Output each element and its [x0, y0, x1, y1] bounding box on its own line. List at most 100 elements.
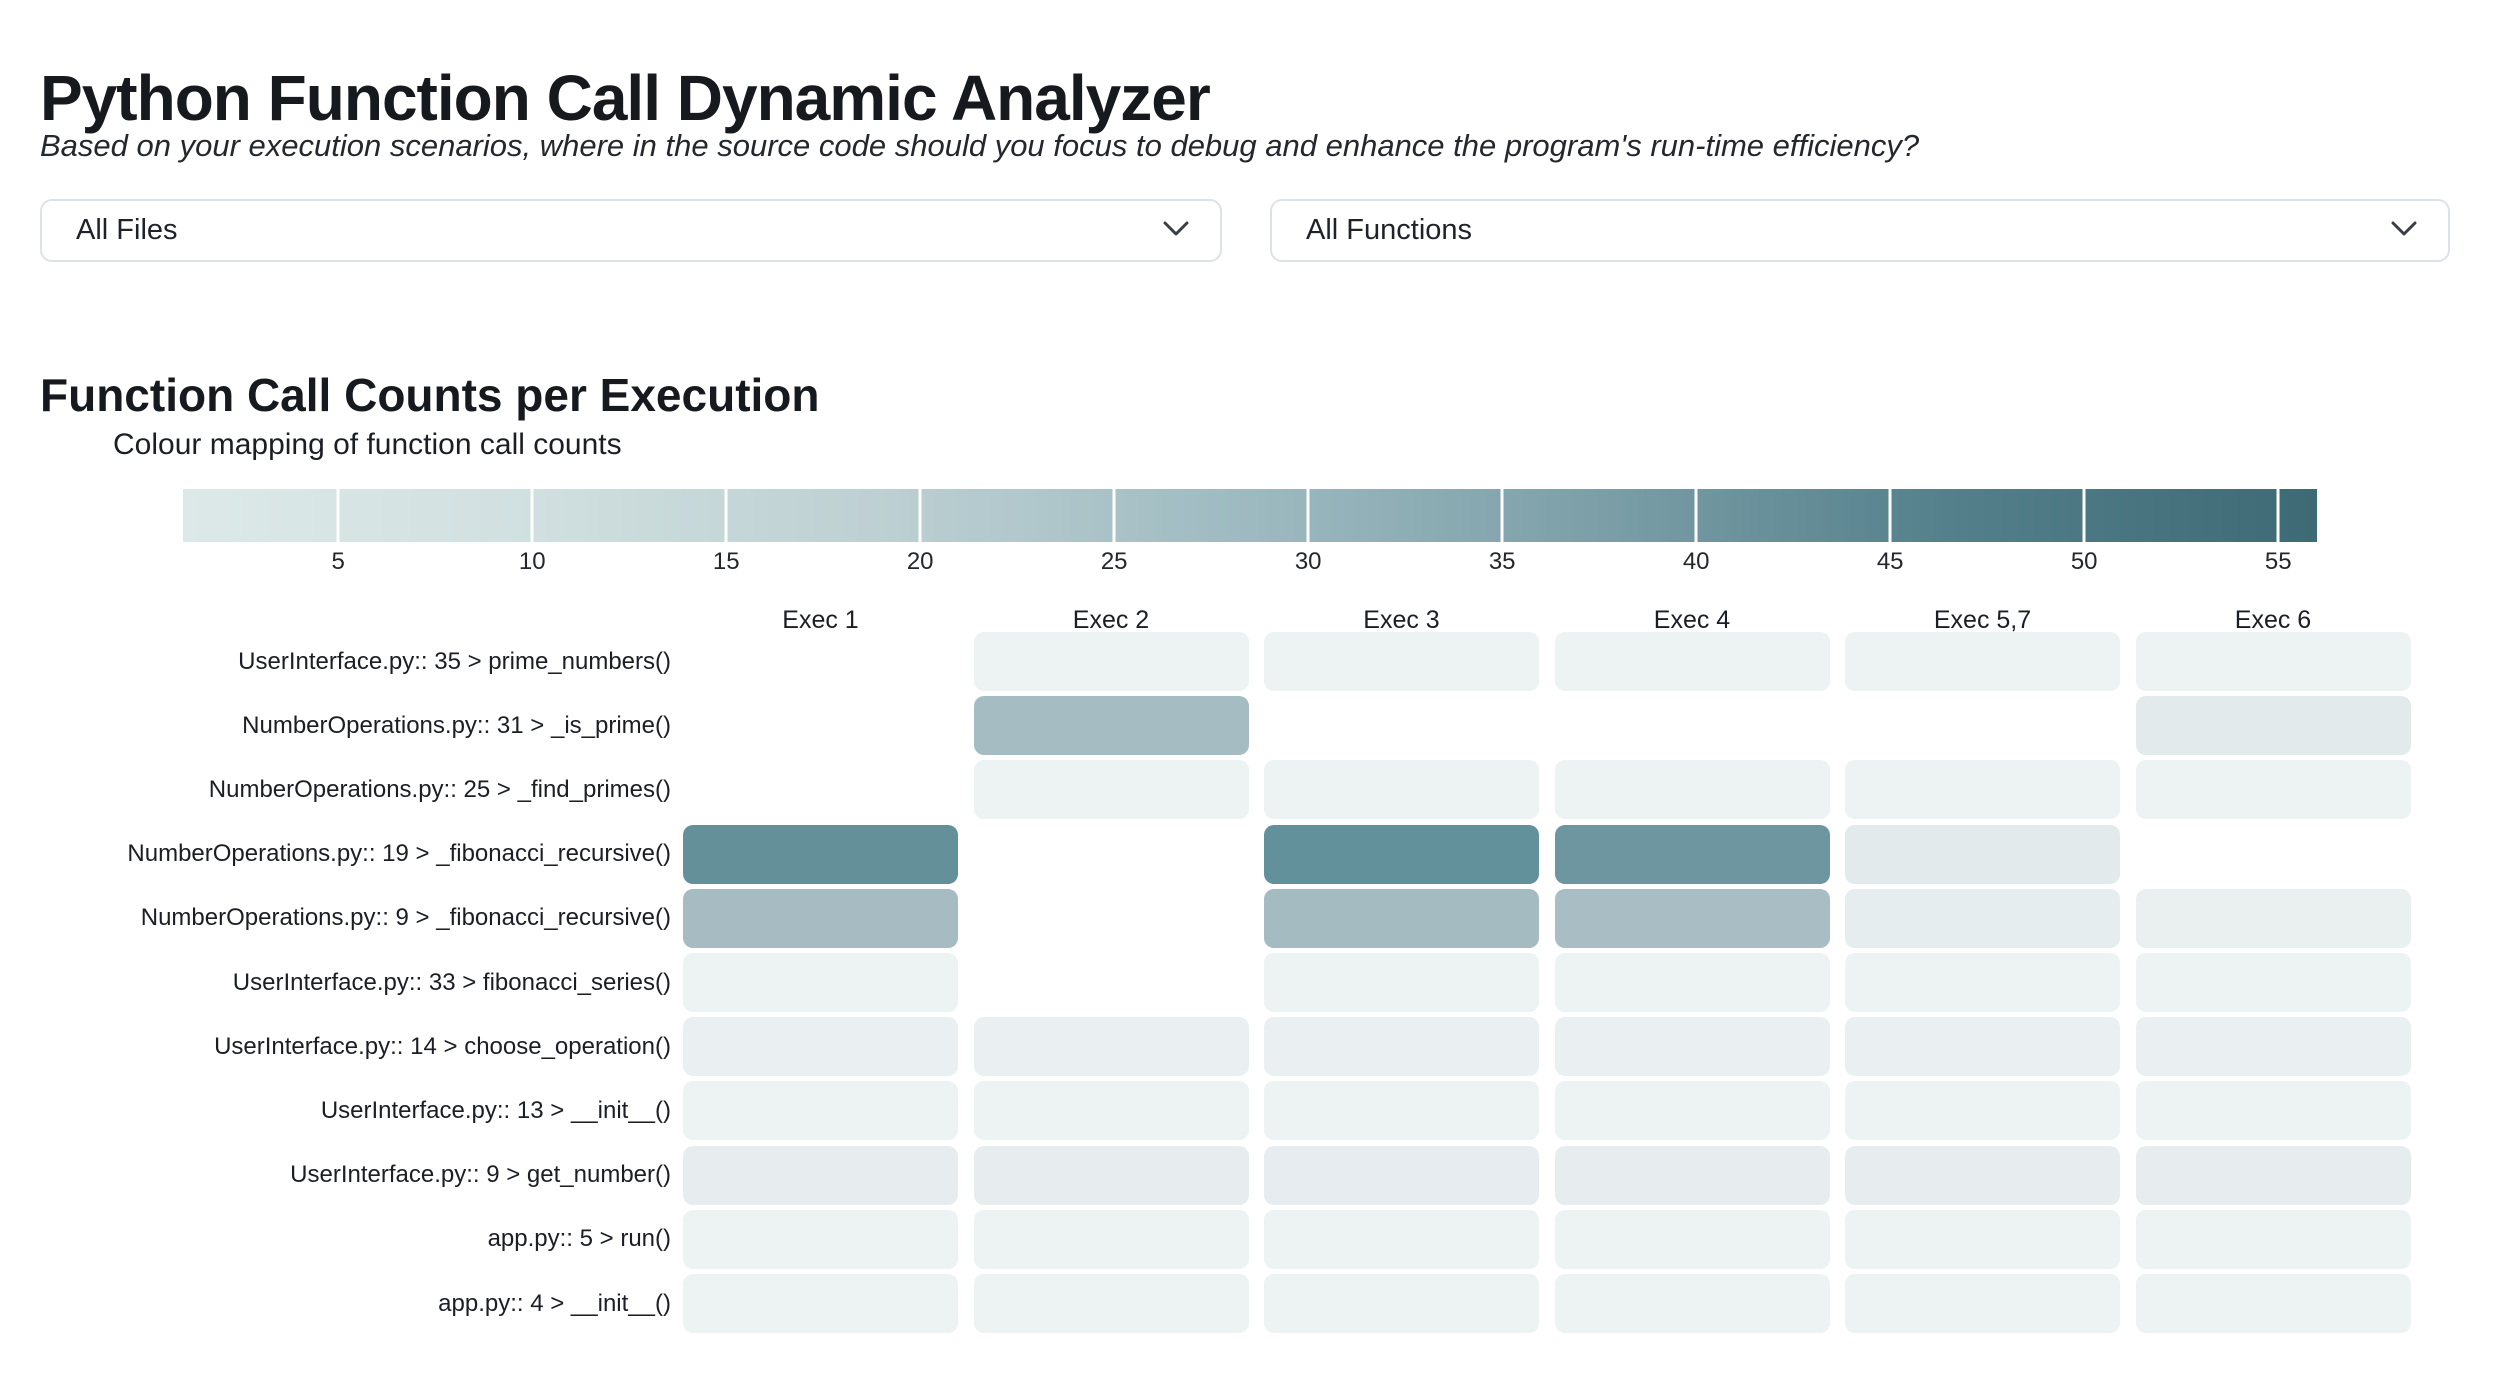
legend-tick-line: [1694, 489, 1698, 542]
heatmap-cell[interactable]: [973, 1081, 1249, 1141]
heatmap-cell[interactable]: [1554, 760, 1830, 820]
heatmap-cell[interactable]: [1264, 953, 1539, 1012]
row-label: app.py:: 4 > __init__(): [438, 1289, 671, 1317]
heatmap-cell[interactable]: [2135, 696, 2411, 756]
legend-tick-label: 30: [1294, 548, 1322, 575]
heatmap-cell[interactable]: [1845, 1017, 2120, 1077]
heatmap-cell[interactable]: [2135, 888, 2411, 948]
heatmap-cell[interactable]: [1554, 1274, 1830, 1333]
heatmap-cell[interactable]: [1554, 824, 1830, 884]
heatmap-cell[interactable]: [2135, 1081, 2411, 1141]
heatmap-cell[interactable]: [1554, 888, 1830, 948]
page-title: Python Function Call Dynamic Analyzer: [40, 61, 1211, 134]
heatmap-cell[interactable]: [1845, 632, 2120, 691]
heatmap-cell[interactable]: [1264, 760, 1539, 820]
legend-tick-label: 35: [1488, 548, 1516, 575]
heatmap-cell[interactable]: [1845, 1274, 2120, 1333]
heatmap-cell[interactable]: [2135, 632, 2411, 691]
heatmap-cell[interactable]: [683, 1017, 958, 1077]
row-label: NumberOperations.py:: 25 > _find_primes(…: [208, 775, 671, 803]
row-label: UserInterface.py:: 35 > prime_numbers(): [238, 647, 671, 675]
heatmap-cell[interactable]: [683, 1209, 958, 1269]
heatmap-cell[interactable]: [1554, 1145, 1830, 1205]
legend-tick-line: [336, 489, 340, 542]
heatmap-cell[interactable]: [1264, 1209, 1539, 1269]
heatmap-cell[interactable]: [2135, 1209, 2411, 1269]
heatmap-cell[interactable]: [1554, 953, 1830, 1012]
legend-tick-line: [918, 489, 922, 542]
heatmap-cell[interactable]: [973, 632, 1249, 691]
heatmap-cell[interactable]: [973, 696, 1249, 756]
heatmap-cell[interactable]: [1845, 1209, 2120, 1269]
heatmap-cell[interactable]: [1554, 1017, 1830, 1077]
heatmap-cell[interactable]: [683, 953, 958, 1012]
heatmap-cell[interactable]: [973, 1017, 1249, 1077]
function-filter-select[interactable]: All Functions: [1270, 199, 2450, 262]
heatmap-cell[interactable]: [1845, 760, 2120, 820]
heatmap-cell[interactable]: [1554, 1081, 1830, 1141]
heatmap-cell[interactable]: [1845, 888, 2120, 948]
heatmap-cell[interactable]: [1264, 888, 1539, 948]
legend-tick-label: 45: [1876, 548, 1904, 575]
file-filter-select[interactable]: All Files: [40, 199, 1222, 262]
heatmap-cell[interactable]: [683, 888, 958, 948]
heatmap-cell[interactable]: [973, 1209, 1249, 1269]
legend-tick-line: [724, 489, 728, 542]
heatmap-cell[interactable]: [973, 760, 1249, 820]
row-label: UserInterface.py:: 13 > __init__(): [320, 1096, 671, 1124]
heatmap-cell[interactable]: [1554, 1209, 1830, 1269]
heatmap-cell[interactable]: [683, 1274, 958, 1333]
legend-gradient-bar: 5 10 15 20 25 30 35 40 45 50 55: [183, 489, 2317, 575]
heatmap-cell[interactable]: [1264, 632, 1539, 691]
column-header: Exec 3: [1363, 606, 1440, 634]
column-header: Exec 1: [782, 606, 859, 634]
legend-title: Colour mapping of function call counts: [113, 428, 622, 461]
chevron-down-icon: [1162, 220, 1190, 242]
heatmap-cell[interactable]: [2135, 1145, 2411, 1205]
heatmap-cell[interactable]: [2135, 953, 2411, 1012]
legend-tick-line: [1888, 489, 1892, 542]
heatmap-cell[interactable]: [1264, 1017, 1539, 1077]
legend-tick-line: [1500, 489, 1504, 542]
legend-tick-label: 25: [1100, 548, 1128, 575]
file-filter-value: All Files: [76, 214, 178, 246]
row-label: UserInterface.py:: 33 > fibonacci_series…: [232, 968, 671, 996]
column-header: Exec 4: [1653, 606, 1731, 634]
heatmap-cell[interactable]: [1845, 1081, 2120, 1141]
legend-tick-line: [2082, 489, 2086, 542]
heatmap-cell[interactable]: [2135, 1017, 2411, 1077]
heatmap-cell[interactable]: [1845, 824, 2120, 884]
heatmap-cell[interactable]: [2135, 1274, 2411, 1333]
column-header: Exec 6: [2234, 606, 2312, 634]
legend-tick-label: 20: [906, 548, 934, 575]
row-label: NumberOperations.py:: 19 > _fibonacci_re…: [127, 840, 671, 868]
legend-tick-label: 15: [712, 548, 740, 575]
column-header: Exec 5,7: [1933, 606, 2032, 634]
heatmap-cell[interactable]: [1845, 953, 2120, 1012]
heatmap-cell[interactable]: [1264, 1081, 1539, 1141]
row-label: NumberOperations.py:: 9 > _fibonacci_rec…: [140, 904, 671, 932]
legend-tick-label: 50: [2070, 548, 2098, 575]
heatmap-cell[interactable]: [1554, 632, 1830, 691]
heatmap-cell[interactable]: [1264, 1274, 1539, 1333]
heatmap-cell[interactable]: [2135, 760, 2411, 820]
column-header: Exec 2: [1072, 606, 1150, 634]
legend-tick-line: [2276, 489, 2280, 542]
heatmap-cell[interactable]: [973, 1145, 1249, 1205]
heatmap-cell[interactable]: [973, 1274, 1249, 1333]
heatmap-cell[interactable]: [683, 824, 958, 884]
heatmap-cell[interactable]: [1264, 824, 1539, 884]
legend-tick-label: 5: [331, 548, 345, 575]
row-label: UserInterface.py:: 9 > get_number(): [290, 1161, 671, 1189]
legend-tick-label: 40: [1682, 548, 1710, 575]
heatmap-cell[interactable]: [683, 1145, 958, 1205]
legend-tick-line: [1306, 489, 1310, 542]
legend-tick-line: [1112, 489, 1116, 542]
row-label: app.py:: 5 > run(): [487, 1225, 671, 1253]
heatmap-cell[interactable]: [683, 1081, 958, 1141]
row-label: NumberOperations.py:: 31 > _is_prime(): [242, 711, 671, 739]
legend-tick-label: 10: [518, 548, 546, 575]
heatmap-cell[interactable]: [1264, 1145, 1539, 1205]
heatmap-cell[interactable]: [1845, 1145, 2120, 1205]
